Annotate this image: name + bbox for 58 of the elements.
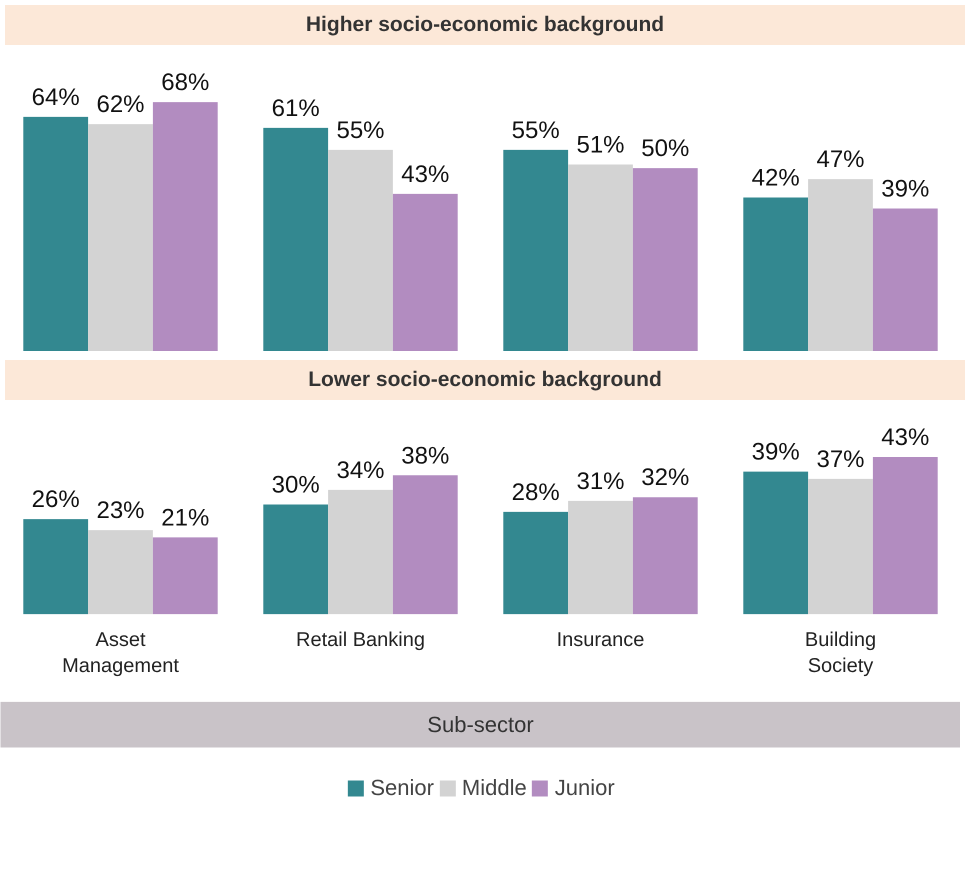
- data-label: 37%: [816, 446, 865, 473]
- data-label: 47%: [816, 146, 865, 174]
- data-label: 28%: [512, 478, 560, 506]
- data-label: 55%: [512, 116, 560, 144]
- bar: [503, 150, 568, 351]
- bar: [392, 475, 458, 614]
- data-label: 43%: [401, 160, 450, 188]
- bar: [743, 472, 808, 614]
- bar: [152, 102, 218, 351]
- legend-label: Middle: [462, 775, 527, 801]
- bar: [872, 457, 938, 614]
- x-tick-label: Building Society: [804, 628, 876, 678]
- data-label: 68%: [161, 69, 210, 96]
- bar: [503, 512, 568, 614]
- bar: [743, 198, 808, 351]
- bar: [568, 164, 633, 351]
- bar: [23, 519, 88, 614]
- data-label: 42%: [752, 164, 800, 192]
- legend-label: Senior: [370, 775, 434, 801]
- bar: [632, 497, 698, 614]
- data-label: 31%: [576, 468, 625, 495]
- chart-title: Lower socio-economic background: [308, 367, 662, 393]
- x-tick-label: Asset Management: [62, 628, 180, 678]
- bar: [88, 530, 153, 614]
- data-label: 51%: [576, 132, 625, 158]
- data-label: 26%: [32, 486, 80, 514]
- data-label: 32%: [641, 464, 690, 492]
- data-label: 39%: [881, 176, 930, 202]
- data-label: 23%: [96, 497, 145, 524]
- x-tick-label: Insurance: [556, 628, 644, 651]
- legend-label: Junior: [554, 775, 615, 801]
- data-label: 39%: [752, 438, 800, 466]
- bar: [263, 128, 328, 351]
- bar: [808, 179, 873, 351]
- bar: [632, 168, 698, 351]
- x-tick-label: Retail Banking: [296, 628, 425, 651]
- data-label: 38%: [401, 442, 450, 470]
- data-label: 21%: [161, 504, 210, 532]
- data-label: 64%: [32, 84, 80, 111]
- bar: [328, 150, 393, 351]
- bar: [152, 537, 218, 614]
- bar: [872, 208, 938, 351]
- data-label: 43%: [881, 424, 930, 452]
- x-axis-title: Sub-sector: [427, 712, 534, 738]
- data-label: 34%: [336, 456, 385, 484]
- bar: [88, 124, 153, 351]
- bar: [392, 194, 458, 351]
- bar: [263, 504, 328, 614]
- data-label: 30%: [272, 472, 320, 499]
- data-label: 61%: [272, 94, 320, 122]
- chart-title: Higher socio-economic background: [306, 12, 664, 38]
- bar: [23, 116, 88, 351]
- bar: [808, 478, 873, 614]
- bar: [328, 490, 393, 614]
- data-label: 50%: [641, 135, 690, 162]
- data-label: 55%: [336, 116, 385, 144]
- data-label: 62%: [96, 91, 145, 118]
- bar: [568, 500, 633, 614]
